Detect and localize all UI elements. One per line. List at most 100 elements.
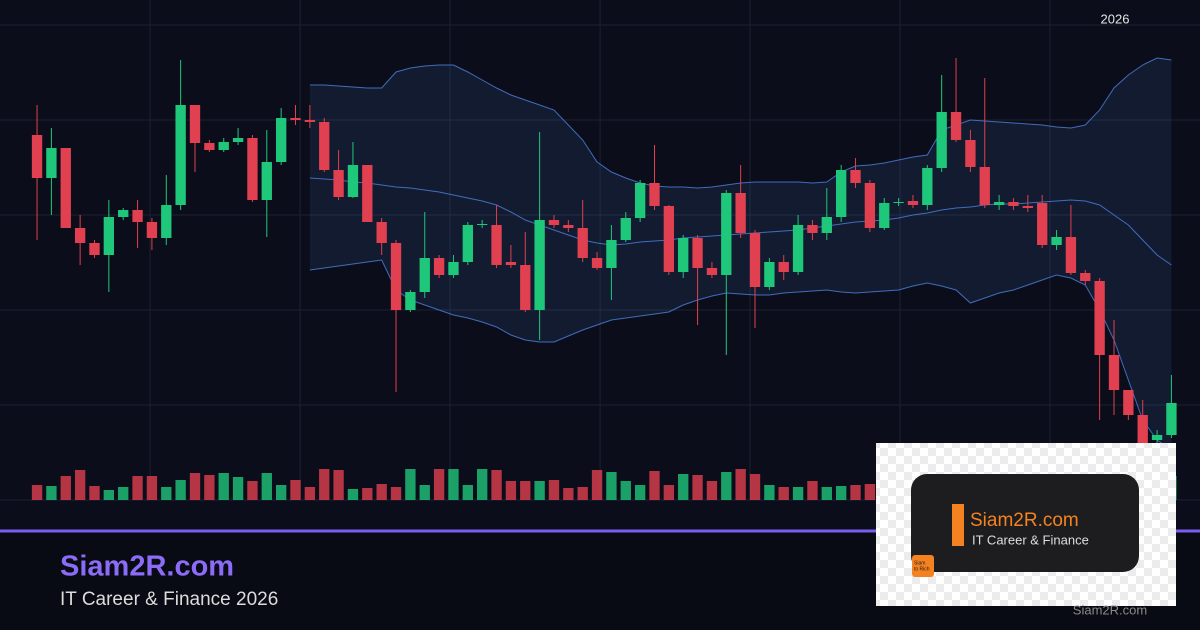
volume-bar bbox=[175, 480, 186, 500]
candle-body bbox=[376, 222, 387, 243]
volume-bar bbox=[563, 488, 574, 500]
card-title: Siam2R.com bbox=[970, 510, 1079, 531]
candle-body bbox=[175, 105, 186, 205]
candle-body bbox=[965, 140, 976, 167]
watermark: Siam2R.com bbox=[1073, 602, 1147, 617]
candle-body bbox=[46, 148, 57, 178]
volume-bar bbox=[132, 476, 143, 500]
candle-body bbox=[778, 262, 789, 272]
volume-bar bbox=[520, 481, 531, 500]
volume-bar bbox=[620, 481, 631, 500]
candle-body bbox=[879, 203, 890, 228]
volume-bar bbox=[362, 488, 373, 500]
candle-body bbox=[189, 105, 201, 143]
candle-body bbox=[60, 148, 71, 228]
candle-body bbox=[663, 206, 675, 272]
icon-text: Siam bbox=[914, 560, 925, 566]
candle-body bbox=[591, 258, 603, 268]
candle-body bbox=[850, 170, 861, 183]
volume-bar bbox=[778, 487, 789, 500]
candle-body bbox=[1037, 203, 1048, 245]
candle-body bbox=[477, 224, 488, 225]
volume-bar bbox=[477, 469, 488, 500]
plot bbox=[0, 0, 1200, 501]
candle-body bbox=[261, 162, 272, 200]
candle-body bbox=[161, 205, 172, 238]
volume-bar bbox=[433, 469, 445, 500]
candle-body bbox=[678, 238, 689, 272]
volume-bar bbox=[692, 475, 703, 500]
candle-body bbox=[606, 240, 617, 268]
candle-body bbox=[534, 220, 545, 310]
candle-body bbox=[319, 122, 330, 170]
volume-bar bbox=[735, 469, 746, 500]
candle-body bbox=[505, 262, 517, 265]
volume-bar bbox=[405, 469, 416, 500]
candle-body bbox=[448, 262, 459, 275]
volume-bar bbox=[419, 485, 430, 500]
candle-body bbox=[835, 170, 847, 217]
volume-bar bbox=[706, 481, 718, 500]
candle-body bbox=[993, 202, 1005, 205]
volume-bar bbox=[290, 480, 301, 500]
volume-bar bbox=[31, 485, 43, 500]
volume-bar bbox=[835, 486, 847, 500]
volume-bar bbox=[60, 476, 71, 500]
candle-body bbox=[520, 265, 531, 310]
volume-bar bbox=[89, 486, 100, 500]
volume-bar bbox=[678, 474, 689, 500]
candle-body bbox=[649, 183, 660, 206]
candle-body bbox=[232, 138, 244, 142]
band-fill bbox=[309, 58, 1172, 450]
volume-bar bbox=[46, 486, 57, 500]
volume-bar bbox=[204, 475, 215, 500]
volume-bar bbox=[319, 469, 330, 500]
volume-bar bbox=[505, 481, 517, 500]
candle-body bbox=[290, 118, 301, 120]
volume-bar bbox=[850, 485, 861, 500]
candle-body bbox=[735, 193, 746, 233]
volume-bar bbox=[577, 487, 588, 500]
candle-body bbox=[1137, 415, 1148, 445]
logo-icon bbox=[912, 555, 934, 577]
candle-body bbox=[118, 210, 129, 217]
volume-bar bbox=[390, 487, 402, 500]
card-subtitle: IT Career & Finance bbox=[972, 532, 1089, 547]
candle-body bbox=[821, 217, 832, 233]
candle-body bbox=[1094, 281, 1105, 355]
candle-body bbox=[204, 143, 215, 150]
candle-body bbox=[706, 268, 718, 275]
volume-bar bbox=[491, 470, 502, 500]
candle-body bbox=[979, 167, 990, 205]
candle-body bbox=[893, 202, 904, 203]
volume-bar bbox=[864, 484, 876, 500]
volume-bar bbox=[74, 470, 86, 500]
candle-body bbox=[1022, 206, 1034, 208]
candle-body bbox=[491, 225, 502, 265]
candle-body bbox=[275, 118, 287, 162]
candle-body bbox=[620, 218, 631, 240]
candle-body bbox=[1166, 403, 1177, 435]
volume-bar bbox=[764, 485, 775, 500]
candle-body bbox=[1108, 355, 1120, 390]
volume-bar bbox=[548, 480, 560, 500]
volume-bar bbox=[146, 476, 158, 500]
tagline: IT Career & Finance 2026 bbox=[60, 589, 278, 610]
volume-bar bbox=[247, 481, 258, 500]
volume-bar bbox=[232, 477, 244, 500]
volume-bar bbox=[649, 471, 660, 500]
candle-body bbox=[419, 258, 430, 292]
candle-body bbox=[936, 112, 947, 168]
volume-bar bbox=[606, 472, 617, 500]
volume-bar bbox=[304, 487, 316, 500]
candle-body bbox=[1065, 237, 1077, 273]
candle-body bbox=[31, 135, 43, 178]
candle-body bbox=[749, 233, 761, 287]
site-name: Siam2R.com bbox=[60, 551, 234, 583]
candle-body bbox=[304, 120, 316, 122]
volume-bar bbox=[634, 485, 646, 500]
logo-bar bbox=[952, 504, 964, 546]
icon-text: to Rich bbox=[914, 566, 930, 572]
volume-bar bbox=[663, 485, 675, 500]
